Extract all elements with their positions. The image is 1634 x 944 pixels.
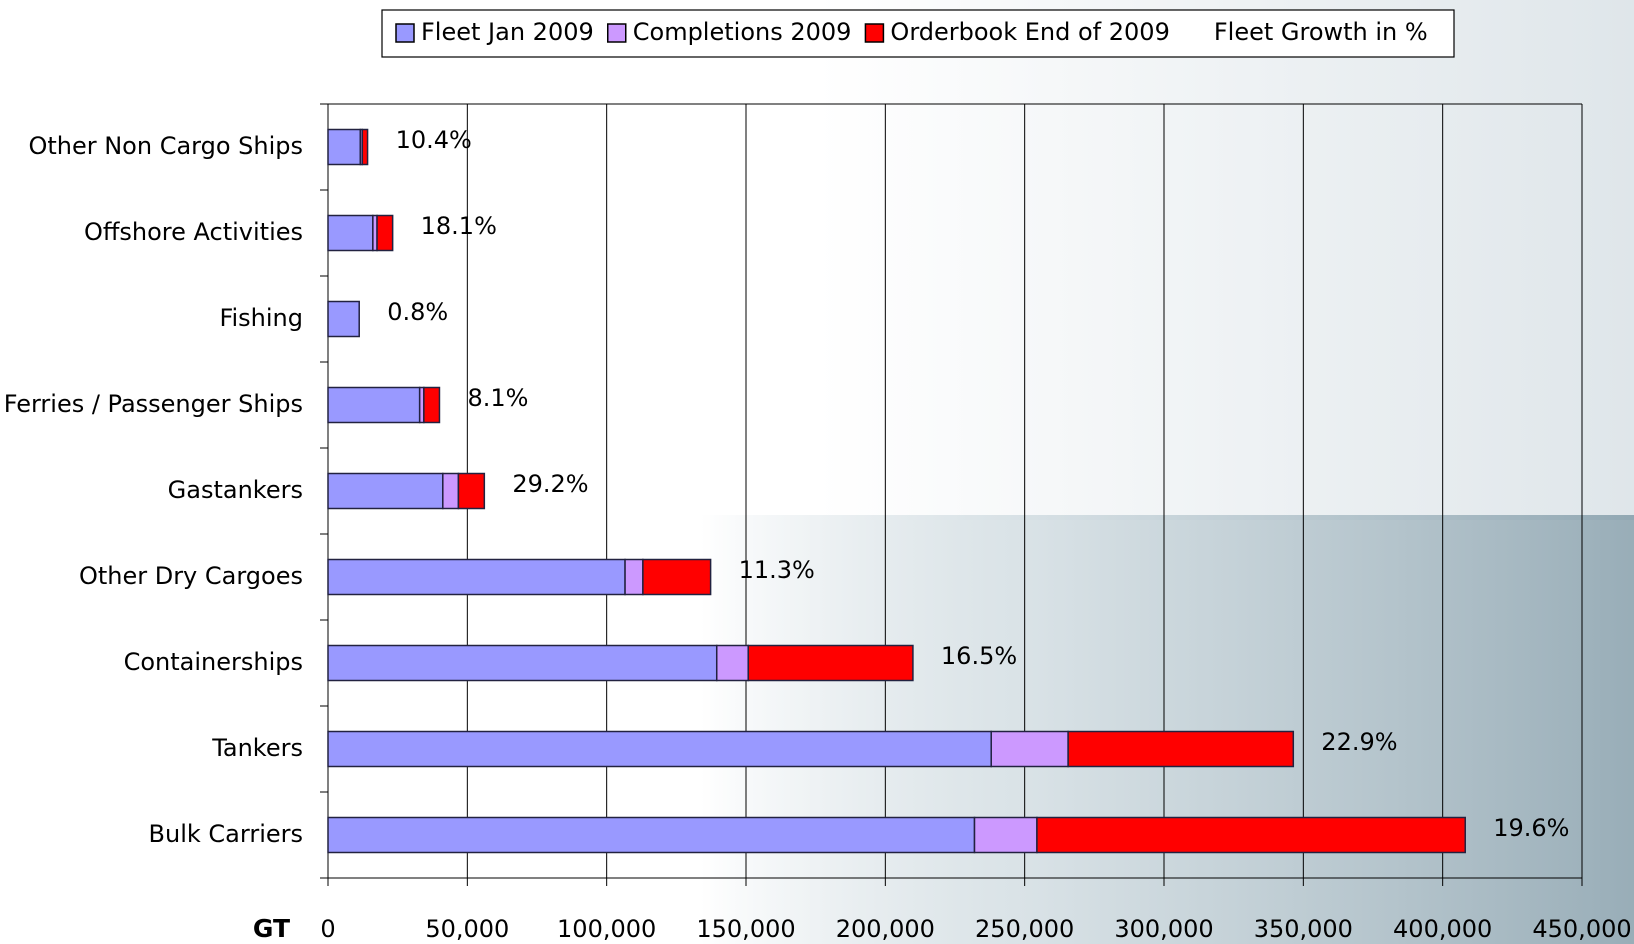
y-tick-label: Bulk Carriers [149,820,303,848]
bar-segment [975,818,1037,853]
legend-swatch [865,24,883,42]
bar-segment [328,216,373,251]
y-tick-label: Other Non Cargo Ships [28,132,303,160]
x-tick-label: 250,000 [975,915,1074,943]
x-tick-label: 450,000 [1532,915,1631,943]
growth-label: 22.9% [1321,728,1397,756]
chart: GT 0 50,000 100,000 150,000 200,000 250,000 30… [0,0,1634,944]
x-tick-label: 200,000 [836,915,935,943]
y-tick-label: Fishing [219,304,303,332]
bar-segment [328,560,625,595]
growth-label: 16.5% [941,642,1017,670]
y-tick-label: Offshore Activities [84,218,303,246]
bar-segment [328,302,359,337]
y-tick-label: Gastankers [168,476,303,504]
x-tick-label: 300,000 [1114,915,1213,943]
legend-swatch [608,24,626,42]
bar-segment [328,818,975,853]
y-tick-label: Ferries / Passenger Ships [4,390,303,418]
bar-segment [328,732,991,767]
y-tick-label: Other Dry Cargoes [79,562,303,590]
bar-segment [328,646,717,681]
background-sky [0,0,1634,520]
legend-label: Completions 2009 [633,18,852,46]
x-tick-label: 100,000 [557,915,656,943]
y-tick-label: Containerships [124,648,303,676]
legend-label: Orderbook End of 2009 [890,18,1169,46]
bar-segment [458,474,484,509]
legend-swatch [396,24,414,42]
x-tick-label: 150,000 [696,915,795,943]
bar-segment [717,646,748,681]
x-tick-label: 50,000 [425,915,509,943]
bar-segment [362,130,367,165]
page: GT 0 50,000 100,000 150,000 200,000 250,000 30… [0,0,1634,944]
bar-segment [377,216,393,251]
bar-segment [625,560,643,595]
x-axis-label: GT [253,914,290,943]
growth-label: 18.1% [421,212,497,240]
growth-label: 0.8% [387,298,448,326]
growth-label: 8.1% [467,384,528,412]
bar-segment [328,474,443,509]
growth-label: 29.2% [512,470,588,498]
legend-label: Fleet Jan 2009 [421,18,594,46]
x-tick-label: 0 [320,915,335,943]
growth-label: 11.3% [739,556,815,584]
x-tick-label: 350,000 [1254,915,1353,943]
legend-label: Fleet Growth in % [1214,18,1428,46]
bar-segment [443,474,459,509]
bar-segment [328,388,420,423]
bar-segment [748,646,913,681]
bar-segment [1068,732,1293,767]
bar-segment [424,388,440,423]
y-tick-label: Tankers [211,734,303,762]
bar-segment [991,732,1068,767]
x-tick-label: 400,000 [1393,915,1492,943]
growth-label: 10.4% [396,126,472,154]
bar-segment [643,560,711,595]
background-sea [700,515,1634,944]
bar-segment [328,130,360,165]
growth-label: 19.6% [1493,814,1569,842]
bar-segment [1037,818,1465,853]
